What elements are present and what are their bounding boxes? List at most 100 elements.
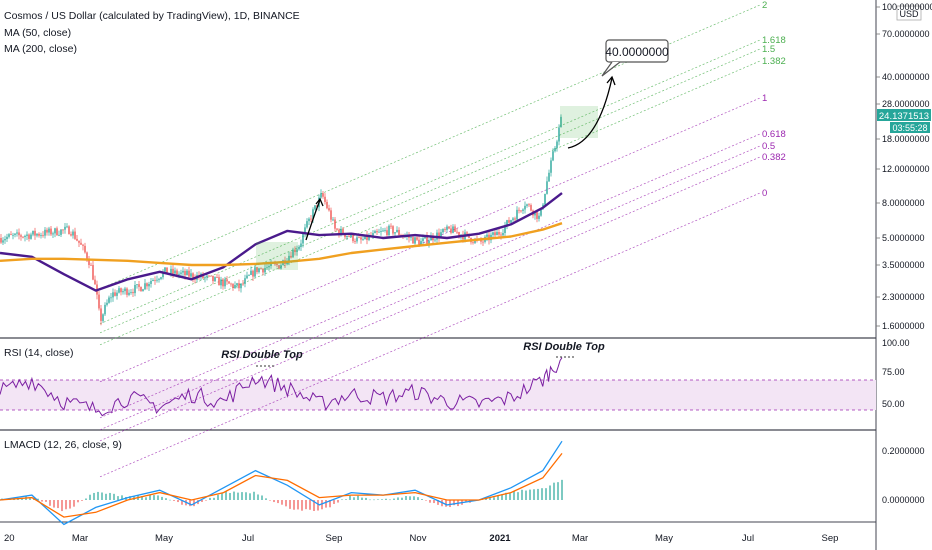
candle-body <box>298 246 300 250</box>
candle-body <box>188 270 190 277</box>
lmacd-histogram-bar <box>381 499 383 500</box>
candle-body <box>42 235 44 236</box>
candle-body <box>520 210 522 212</box>
candle-body <box>266 267 268 269</box>
candle-body <box>550 160 552 173</box>
candle-body <box>340 228 342 235</box>
lmacd-legend[interactable]: LMACD (12, 26, close, 9) <box>4 439 122 451</box>
lmacd-histogram-bar <box>561 479 563 500</box>
chart-title: Cosmos / US Dollar (calculated by Tradin… <box>4 10 300 22</box>
candle-body <box>80 242 82 245</box>
candle-body <box>86 252 88 260</box>
time-tick-label: Nov <box>410 533 427 544</box>
lmacd-histogram-bar <box>45 500 47 502</box>
candle-body <box>252 270 254 277</box>
candle-body <box>292 249 294 258</box>
candle-body <box>524 205 526 210</box>
candle-body <box>128 292 130 295</box>
lmacd-histogram-bar <box>189 500 191 507</box>
candle-body <box>210 275 212 277</box>
candle-body <box>138 284 140 287</box>
lmacd-histogram-bar <box>93 492 95 500</box>
price-axis-area <box>876 0 932 550</box>
lmacd-histogram-bar <box>353 497 355 500</box>
candle-body <box>322 193 324 197</box>
lmacd-histogram-bar <box>209 497 211 500</box>
candle-body <box>308 218 310 222</box>
lmacd-histogram-bar <box>513 490 515 500</box>
time-tick-label: May <box>155 533 173 544</box>
lmacd-histogram-bar <box>421 498 423 500</box>
candle-body <box>498 232 500 235</box>
candle-body <box>52 233 54 235</box>
candle-body <box>438 232 440 238</box>
candle-body <box>354 241 356 242</box>
candle-body <box>346 235 348 238</box>
candle-body <box>164 267 166 272</box>
candle-body <box>362 239 364 240</box>
candle-body <box>244 278 246 284</box>
candle-body <box>508 220 510 223</box>
arrow-1 <box>305 199 321 241</box>
candle-body <box>74 231 76 239</box>
candle-body <box>30 234 32 239</box>
candle-body <box>238 283 240 289</box>
candle-body <box>60 229 62 235</box>
lmacd-histogram-bar <box>261 495 263 500</box>
lmacd-histogram-bar <box>345 499 347 500</box>
candle-body <box>398 229 400 235</box>
candle-body <box>424 236 426 239</box>
price-tick-label: 8.0000000 <box>882 198 925 208</box>
lmacd-histogram-bar <box>201 500 203 502</box>
lmacd-histogram-bar <box>537 488 539 500</box>
ma200-legend[interactable]: MA (200, close) <box>4 43 77 55</box>
rsi-legend[interactable]: RSI (14, close) <box>4 347 73 359</box>
candle-body <box>162 271 164 278</box>
fib-level-label: 1.382 <box>762 56 786 67</box>
candle-body <box>72 231 74 236</box>
lmacd-histogram-bar <box>297 500 299 510</box>
candle-body <box>328 208 330 211</box>
candle-body <box>22 236 24 238</box>
lmacd-histogram-bar <box>373 499 375 501</box>
lmacd-histogram-bar <box>417 497 419 500</box>
candle-body <box>236 283 238 286</box>
candle-body <box>40 235 42 236</box>
lmacd-histogram-bar <box>81 500 83 501</box>
candle-body <box>350 233 352 237</box>
lmacd-histogram-bar <box>285 500 287 507</box>
candle-body <box>144 283 146 290</box>
candle-body <box>16 232 18 234</box>
candle-body <box>102 314 104 321</box>
lmacd-histogram-bar <box>65 500 67 510</box>
candle-body <box>204 277 206 279</box>
candle-body <box>132 292 134 294</box>
rsi-line <box>0 357 563 417</box>
lmacd-histogram-bar <box>37 498 39 500</box>
lmacd-histogram-bar <box>161 496 163 500</box>
rsi-tick-label: 50.00 <box>882 399 905 409</box>
candle-body <box>338 229 340 235</box>
candle-body <box>8 234 10 237</box>
currency-label: USD <box>899 9 919 19</box>
lmacd-histogram-bar <box>541 488 543 500</box>
lmacd-histogram-bar <box>173 500 175 501</box>
lmacd-histogram-bar <box>113 493 115 500</box>
lmacd-histogram-bar <box>521 489 523 500</box>
fib-level-label: 0 <box>762 188 767 199</box>
lmacd-histogram-bar <box>213 497 215 500</box>
lmacd-histogram-bar <box>109 492 111 500</box>
time-tick-label: 20 <box>4 533 15 544</box>
candle-body <box>142 289 144 292</box>
lmacd-tick-label: 0.2000000 <box>882 446 925 456</box>
currency-badge[interactable] <box>896 5 922 21</box>
lmacd-histogram-bar <box>553 482 555 500</box>
candle-body <box>500 234 502 236</box>
candle-body <box>6 236 8 240</box>
candle-body <box>28 234 30 239</box>
ma50-legend[interactable]: MA (50, close) <box>4 27 71 39</box>
candle-body <box>302 233 304 244</box>
lmacd-histogram-bar <box>69 500 71 509</box>
candle-body <box>510 220 512 223</box>
price-tick-label: 2.3000000 <box>882 292 925 302</box>
